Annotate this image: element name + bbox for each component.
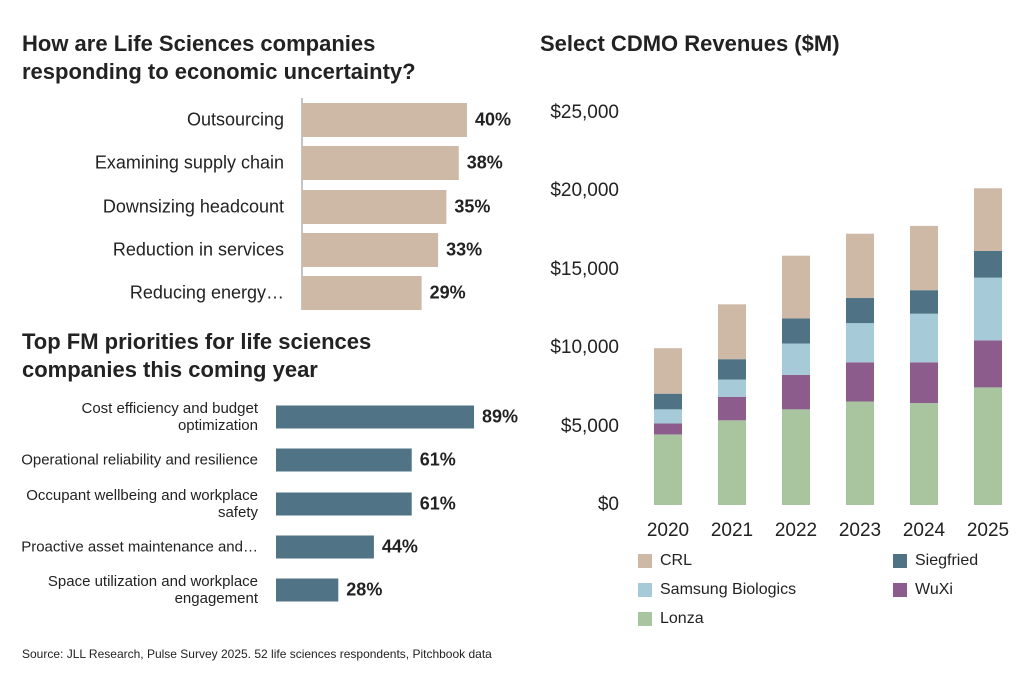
bar-segment [654, 409, 682, 424]
source-note: Source: JLL Research, Pulse Survey 2025.… [22, 647, 492, 661]
bar [302, 190, 447, 224]
bar [276, 578, 339, 602]
bar-segment [974, 250, 1002, 278]
legend-label: Lonza [660, 609, 704, 627]
value-label: 29% [429, 282, 466, 303]
value-label: 61% [419, 449, 456, 470]
category-label: Reduction in services [112, 239, 284, 260]
bar-segment [974, 340, 1002, 388]
legend-label: Samsung Biologics [660, 580, 797, 598]
bar-segment [718, 379, 746, 397]
bar [276, 448, 412, 472]
x-tick-label: 2022 [774, 520, 818, 542]
legend-swatch [638, 554, 652, 568]
bar [276, 405, 475, 429]
bar [276, 492, 412, 516]
legend-label: CRL [660, 551, 693, 569]
legend-label: Siegfried [915, 551, 979, 569]
bar-segment [910, 362, 938, 404]
bar-segment [910, 313, 938, 363]
category-label: Examining supply chain [94, 152, 284, 173]
bar-segment [910, 225, 938, 291]
category-label: Operational reliability and resilience [21, 451, 258, 469]
y-tick-label: $5,000 [560, 415, 619, 437]
legend-swatch [893, 554, 907, 568]
x-tick-label: 2025 [966, 520, 1010, 542]
value-label: 35% [454, 196, 491, 217]
bar-segment [654, 434, 682, 505]
bar-segment [846, 362, 874, 402]
value-label: 38% [466, 152, 503, 173]
chart-title: How are Life Sciences companies respondi… [22, 31, 416, 84]
y-tick-label: $20,000 [550, 180, 619, 202]
legend-swatch [893, 583, 907, 597]
bar-segment [782, 318, 810, 344]
bar-segment [782, 255, 810, 319]
bar-segment [718, 304, 746, 360]
x-tick-label: 2020 [646, 520, 690, 542]
bar [302, 146, 459, 180]
x-tick-label: 2023 [838, 520, 882, 542]
bar-segment [782, 409, 810, 505]
bar-segment [654, 348, 682, 394]
bar-segment [782, 343, 810, 375]
bar [302, 276, 422, 310]
bar-segment [974, 277, 1002, 341]
bar-segment [654, 423, 682, 435]
bar-segment [910, 290, 938, 314]
y-tick-label: $25,000 [550, 102, 619, 124]
category-label: Space utilization and workplace engageme… [47, 572, 258, 607]
category-label: Reducing energy… [129, 282, 284, 303]
bar-segment [846, 233, 874, 299]
chart-title: Select CDMO Revenues ($M) [540, 31, 840, 56]
category-label: Proactive asset maintenance and… [21, 538, 258, 556]
bar-segment [974, 387, 1002, 505]
category-label: Cost efficiency and budget optimization [81, 399, 258, 434]
legend-label: WuXi [915, 580, 953, 598]
y-tick-label: $15,000 [550, 258, 619, 280]
value-label: 28% [346, 579, 383, 600]
legend-swatch [638, 612, 652, 626]
bar-segment [718, 359, 746, 380]
value-label: 40% [475, 109, 512, 130]
bar-segment [782, 374, 810, 410]
bar-segment [846, 323, 874, 363]
category-label: Outsourcing [186, 109, 284, 130]
bar-segment [718, 420, 746, 505]
bar [302, 233, 439, 267]
bar [276, 535, 374, 559]
x-tick-label: 2024 [902, 520, 946, 542]
chart-title: Top FM priorities for life sciences comp… [22, 329, 372, 382]
bar-segment [974, 188, 1002, 251]
bar-segment [718, 396, 746, 421]
value-label: 61% [419, 493, 456, 514]
bar-segment [654, 393, 682, 410]
bar-segment [846, 401, 874, 505]
y-tick-label: $10,000 [550, 337, 619, 359]
value-label: 33% [446, 239, 483, 260]
value-label: 44% [381, 536, 418, 557]
value-label: 89% [482, 406, 519, 427]
category-label: Downsizing headcount [102, 196, 284, 217]
legend-swatch [638, 583, 652, 597]
bar-segment [846, 298, 874, 324]
x-tick-label: 2021 [710, 520, 754, 542]
bar [302, 103, 467, 137]
y-tick-label: $0 [597, 494, 619, 516]
bar-segment [910, 403, 938, 505]
category-label: Occupant wellbeing and workplace safety [26, 486, 258, 521]
